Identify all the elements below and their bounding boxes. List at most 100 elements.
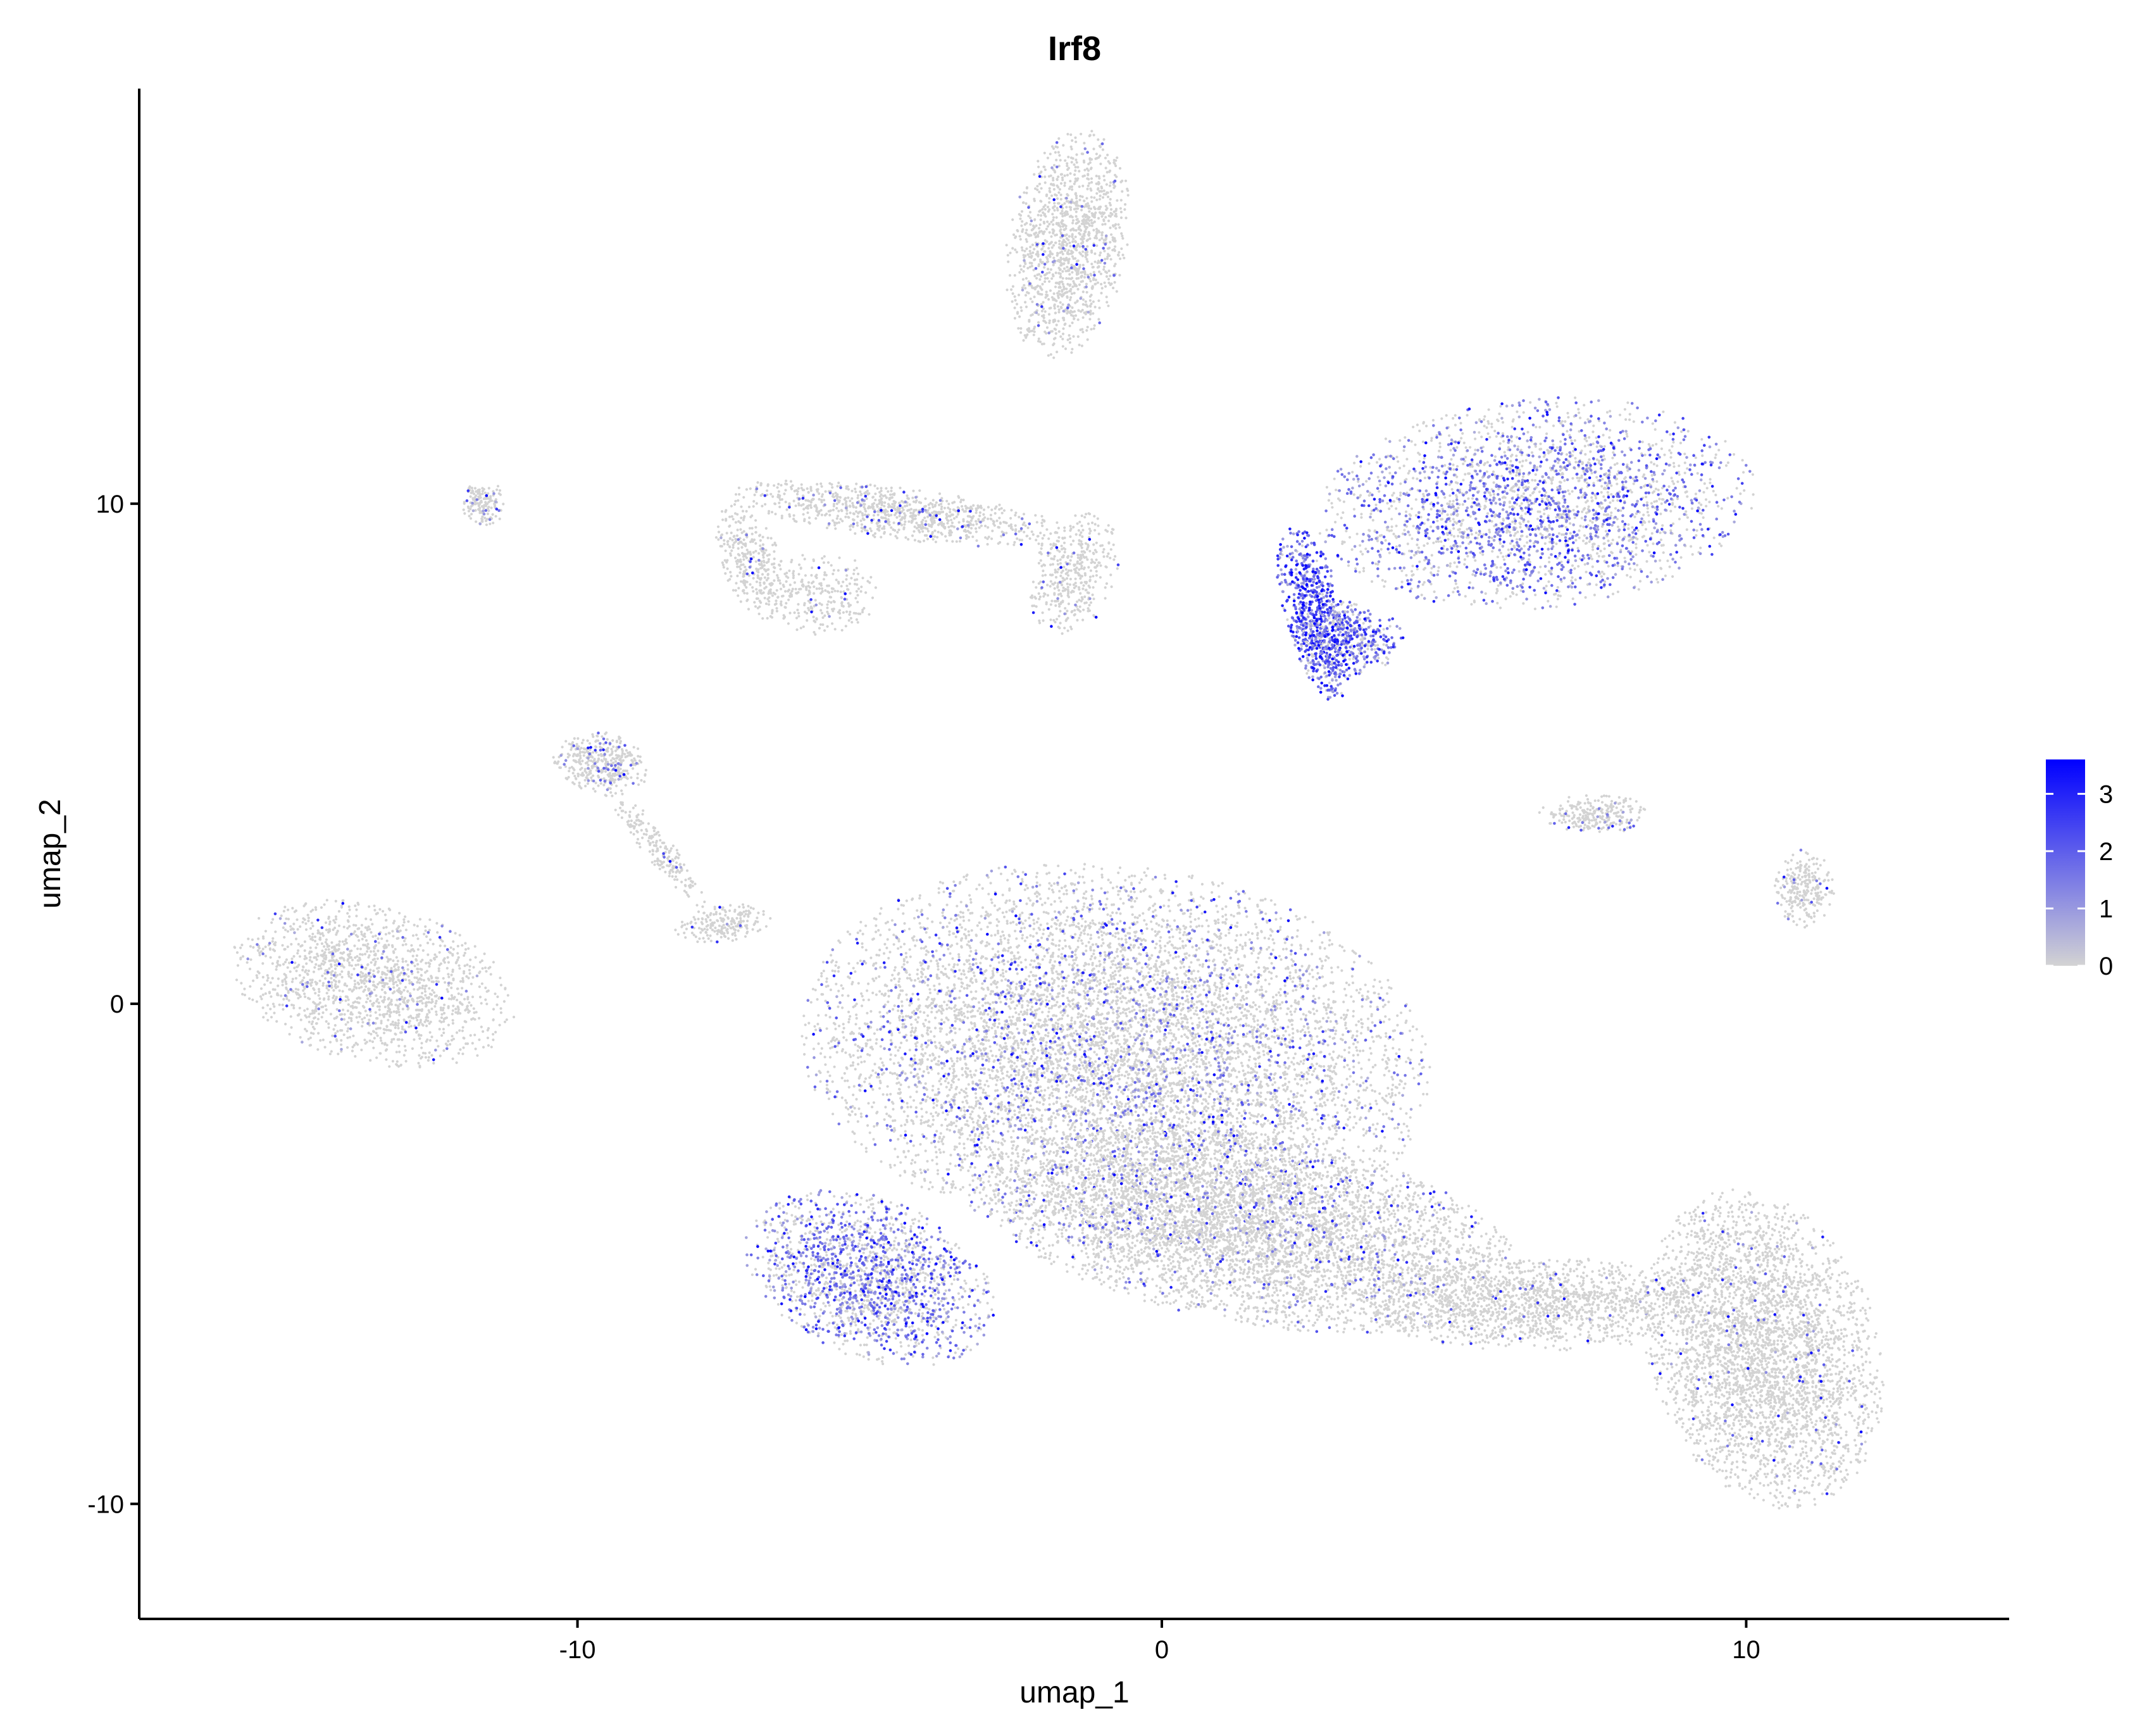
expressed-point bbox=[1341, 1180, 1345, 1183]
expressed-point bbox=[1640, 497, 1643, 501]
expressed-point bbox=[1141, 1047, 1145, 1051]
expressed-point bbox=[1519, 555, 1523, 559]
expressed-point bbox=[1641, 454, 1644, 458]
expressed-point bbox=[1364, 1039, 1367, 1042]
expressed-point bbox=[945, 1059, 949, 1063]
expressed-point bbox=[1340, 1258, 1343, 1261]
expressed-point bbox=[1348, 601, 1352, 604]
expressed-point bbox=[1312, 614, 1316, 617]
expressed-point bbox=[1122, 1147, 1126, 1151]
expressed-point bbox=[761, 547, 764, 551]
expressed-point bbox=[1409, 1108, 1413, 1111]
expressed-point bbox=[1392, 643, 1395, 646]
expressed-point bbox=[1300, 1075, 1304, 1078]
expressed-point bbox=[1314, 657, 1318, 660]
expressed-point bbox=[843, 1203, 846, 1206]
expressed-point bbox=[1557, 416, 1561, 420]
expressed-point bbox=[1312, 580, 1315, 584]
expressed-point bbox=[1209, 1233, 1212, 1237]
expressed-point bbox=[1521, 481, 1524, 484]
expressed-point bbox=[912, 984, 916, 988]
expressed-point bbox=[863, 959, 866, 963]
expressed-point bbox=[1159, 993, 1162, 996]
expressed-point bbox=[1317, 585, 1321, 589]
expressed-point bbox=[1294, 1303, 1297, 1307]
expressed-point bbox=[795, 1217, 799, 1221]
expressed-point bbox=[938, 1308, 942, 1311]
expressed-point bbox=[1653, 526, 1656, 530]
expressed-point bbox=[1289, 582, 1292, 585]
expressed-point bbox=[1346, 677, 1350, 680]
expressed-point bbox=[1291, 1244, 1294, 1247]
expressed-point bbox=[825, 1293, 828, 1297]
expressed-point bbox=[1198, 1048, 1202, 1051]
expressed-point bbox=[1204, 959, 1208, 963]
expressed-point bbox=[1154, 1150, 1157, 1154]
expressed-point bbox=[1193, 1109, 1197, 1113]
expressed-point bbox=[1369, 644, 1373, 647]
expressed-point bbox=[1422, 461, 1426, 464]
expressed-point bbox=[775, 1202, 778, 1206]
expressed-point bbox=[849, 1291, 852, 1295]
expressed-point bbox=[1511, 508, 1514, 511]
expressed-point bbox=[903, 1268, 907, 1272]
expressed-point bbox=[1144, 1189, 1147, 1193]
expressed-point bbox=[905, 1280, 908, 1283]
expressed-point bbox=[1554, 554, 1557, 558]
expressed-point bbox=[1201, 1185, 1204, 1188]
expressed-point bbox=[1080, 915, 1083, 918]
expressed-point bbox=[1417, 527, 1421, 530]
expressed-point bbox=[1364, 628, 1368, 631]
expressed-point bbox=[1601, 578, 1604, 582]
expressed-point bbox=[949, 1000, 953, 1004]
expressed-point bbox=[1343, 1059, 1347, 1062]
expressed-point bbox=[909, 1267, 913, 1270]
expressed-point bbox=[1309, 620, 1312, 623]
expressed-point bbox=[1076, 899, 1080, 902]
expressed-point bbox=[1476, 463, 1479, 466]
expressed-point bbox=[1325, 651, 1328, 655]
expressed-point bbox=[1302, 581, 1305, 585]
expressed-point bbox=[1528, 528, 1531, 531]
expressed-point bbox=[1127, 1046, 1131, 1049]
expressed-point bbox=[1010, 1052, 1013, 1056]
expressed-point bbox=[1324, 557, 1328, 561]
expressed-point bbox=[942, 1259, 946, 1263]
expressed-point bbox=[1328, 1326, 1331, 1329]
expressed-point bbox=[1489, 571, 1493, 574]
expressed-point bbox=[1578, 460, 1581, 463]
expressed-point bbox=[826, 1261, 830, 1265]
expressed-point bbox=[484, 509, 488, 512]
expressed-point bbox=[1096, 1093, 1099, 1096]
expressed-point bbox=[1471, 494, 1475, 497]
expressed-point bbox=[1021, 289, 1025, 292]
expressed-point bbox=[883, 1269, 887, 1272]
expressed-point bbox=[602, 737, 606, 740]
expressed-point bbox=[1698, 523, 1702, 526]
expressed-point bbox=[1514, 519, 1517, 523]
expressed-point bbox=[908, 1261, 911, 1265]
expressed-point bbox=[807, 1323, 810, 1327]
expressed-point bbox=[1121, 1228, 1124, 1231]
expressed-point bbox=[907, 1250, 911, 1254]
expressed-point bbox=[1020, 968, 1024, 971]
expressed-point bbox=[1436, 501, 1440, 505]
expressed-point bbox=[1290, 568, 1293, 571]
expressed-point bbox=[1154, 1182, 1157, 1185]
expressed-point bbox=[814, 1323, 818, 1327]
expressed-point bbox=[1369, 456, 1373, 459]
expressed-point bbox=[880, 1343, 883, 1347]
expressed-point bbox=[1088, 987, 1092, 990]
expressed-point bbox=[1367, 640, 1371, 643]
expressed-point bbox=[1163, 1002, 1166, 1006]
expressed-point bbox=[1123, 1164, 1127, 1168]
expressed-point bbox=[1651, 478, 1654, 481]
expressed-point bbox=[1234, 1214, 1238, 1217]
expressed-point bbox=[603, 780, 607, 783]
expressed-point bbox=[402, 971, 406, 975]
expressed-point bbox=[1027, 1204, 1031, 1208]
expressed-point bbox=[1111, 1210, 1114, 1214]
expressed-point bbox=[1452, 512, 1455, 516]
expressed-point bbox=[1369, 661, 1373, 664]
expressed-point bbox=[888, 1047, 891, 1051]
